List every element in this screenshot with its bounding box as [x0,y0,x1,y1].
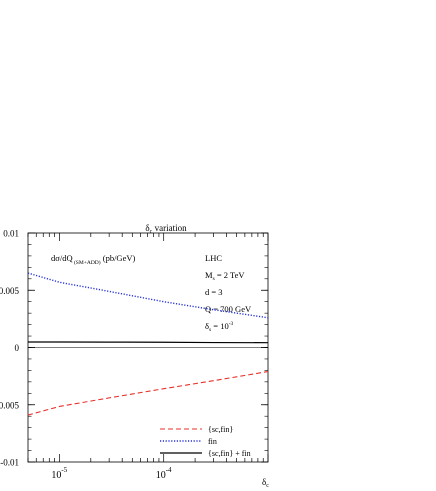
ylabel-main: dσ/dQ [51,253,73,263]
x-tick-exponent: -4 [166,466,172,474]
x-axis-label: δc [262,477,269,489]
x-tick-base: 10 [51,470,61,481]
legend-label-1: {sc,fin} [208,425,233,434]
y-axis-label: dσ/dQ (SM+ADD) (pb/GeV) [51,253,135,266]
ylabel-units: (pb/GeV) [101,253,136,263]
series-line-1 [28,372,268,416]
y-tick-label: 0 [15,343,20,353]
ms-rest: = 2 TeV [215,270,246,280]
series-line-3 [28,342,268,343]
y-tick-label: -0.01 [0,458,19,468]
title-rest: variation [152,223,187,233]
annotation-ds: δs = 10-3 [205,321,234,333]
y-tick-label: 0.005 [0,286,20,296]
legend-label-3: {sc,fin} + fin [208,449,251,458]
y-tick-label: -0.005 [0,400,19,410]
ylabel-sub: (SM+ADD) [73,259,101,266]
ds-rest: = 10 [211,321,229,331]
x-tick-label: 10-4 [156,466,172,481]
legend-label-2: fin [208,437,217,446]
xlabel-sub: c [266,483,269,489]
ds-exp: -3 [229,321,234,327]
x-tick-label: 10-5 [51,466,67,481]
annotation-collider: LHC [205,253,222,263]
x-tick-base: 10 [156,470,166,481]
x-tick-exponent: -5 [61,466,67,474]
annotation-ms: Ms = 2 TeV [205,270,245,282]
y-tick-label: 0.01 [3,229,19,239]
annotation-d: d = 3 [205,287,223,297]
